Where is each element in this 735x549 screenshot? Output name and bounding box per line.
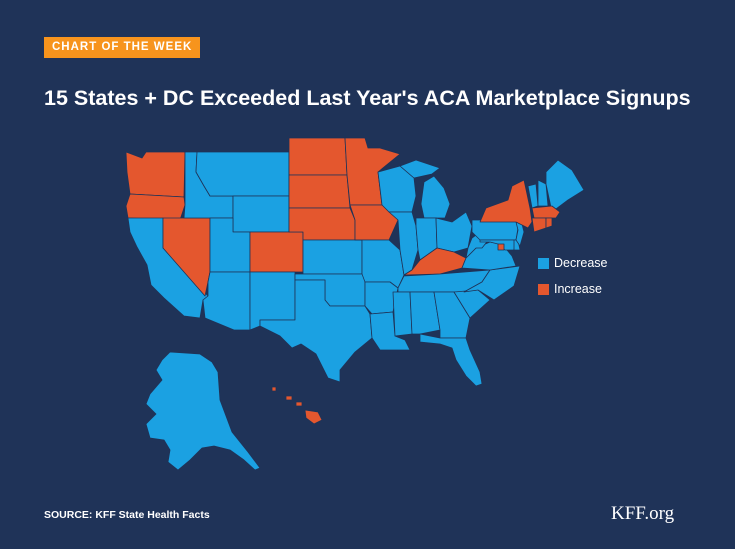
kff-logo: KFF.org: [611, 503, 675, 524]
state-ks: [302, 239, 363, 275]
legend-item-decrease: Decrease: [538, 256, 608, 270]
state-nc: [463, 265, 521, 301]
state-fl: [419, 333, 483, 387]
chart-title: 15 States + DC Exceeded Last Year's ACA …: [44, 86, 691, 110]
state-mi: [399, 159, 451, 219]
state-co: [249, 231, 304, 273]
state-tx: [259, 279, 373, 383]
state-ny: [479, 179, 533, 229]
state-ma: [531, 205, 561, 219]
state-ms: [392, 291, 413, 337]
increase-swatch: [538, 283, 549, 295]
state-sd: [288, 174, 351, 209]
state-az: [202, 271, 251, 331]
decrease-swatch: [538, 257, 549, 269]
source-note: SOURCE: KFF State Health Facts: [44, 509, 210, 521]
state-mt: [195, 151, 290, 197]
state-la: [369, 311, 411, 351]
legend-label-decrease: Decrease: [554, 256, 608, 270]
state-or: [125, 193, 186, 221]
state-al: [409, 291, 441, 335]
state-me: [545, 159, 585, 213]
state-dc: [497, 243, 505, 251]
state-nd: [288, 137, 348, 176]
legend-label-increase: Increase: [554, 282, 602, 296]
state-ct: [531, 217, 547, 233]
state-mn: [344, 137, 401, 206]
state-wy: [232, 195, 290, 233]
state-ri: [545, 217, 553, 229]
state-wa: [125, 151, 186, 198]
state-ak: [145, 351, 261, 471]
state-hi: [271, 386, 323, 425]
state-pa: [471, 219, 519, 241]
state-ky: [403, 247, 467, 276]
map-legend: Decrease Increase: [538, 256, 608, 308]
chart-of-the-week-badge: CHART OF THE WEEK: [44, 37, 201, 58]
legend-item-increase: Increase: [538, 282, 608, 296]
